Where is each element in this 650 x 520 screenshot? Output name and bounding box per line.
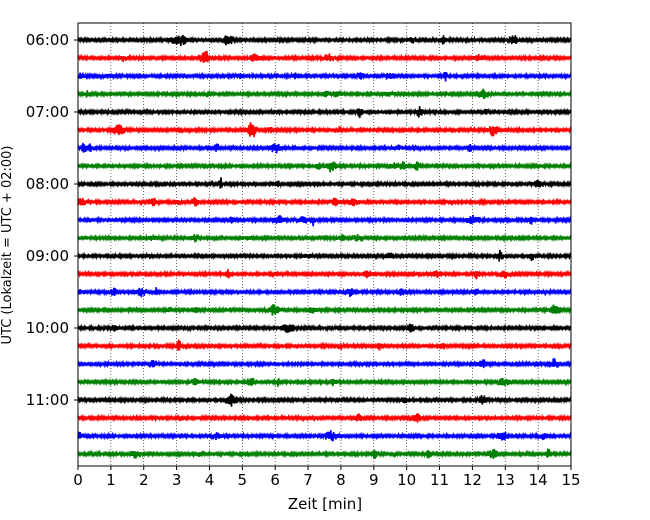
x-tick-label: 8 xyxy=(336,471,346,489)
x-tick-label: 12 xyxy=(463,471,482,489)
y-tick-label: 07:00 xyxy=(26,103,69,121)
trace-11:45 xyxy=(77,448,572,459)
seismic-traces xyxy=(77,34,572,459)
x-tick-label: 6 xyxy=(270,471,280,489)
x-tick-label: 1 xyxy=(106,471,116,489)
trace-08:00 xyxy=(77,177,572,189)
trace-09:45 xyxy=(77,304,572,316)
x-tick-label: 2 xyxy=(139,471,149,489)
x-tick-label: 3 xyxy=(172,471,182,489)
trace-09:15 xyxy=(77,269,572,280)
trace-10:45 xyxy=(77,377,572,387)
y-tick-label: 11:00 xyxy=(26,391,69,409)
y-tick-label: 10:00 xyxy=(26,319,69,337)
trace-10:15 xyxy=(77,339,572,351)
trace-10:00 xyxy=(77,323,572,333)
x-tick-label: 5 xyxy=(238,471,248,489)
plot-frame xyxy=(77,22,572,467)
trace-06:30 xyxy=(77,71,572,82)
y-tick-label: 06:00 xyxy=(26,31,69,49)
trace-06:45 xyxy=(77,88,572,100)
x-tick-label: 15 xyxy=(561,471,580,489)
trace-09:30 xyxy=(77,287,572,298)
trace-09:00 xyxy=(77,249,572,262)
x-tick-label: 9 xyxy=(369,471,379,489)
trace-08:45 xyxy=(77,233,572,243)
trace-11:15 xyxy=(77,413,572,423)
x-tick-label: 10 xyxy=(397,471,416,489)
trace-06:00 xyxy=(77,34,572,47)
x-tick-label: 13 xyxy=(496,471,515,489)
x-tick-label: 11 xyxy=(430,471,449,489)
y-tick-label: 08:00 xyxy=(26,175,69,193)
x-tick-label: 4 xyxy=(205,471,215,489)
trace-08:30 xyxy=(77,214,572,227)
y-axis-label: UTC (Lokalzeit = UTC + 02:00) xyxy=(0,146,15,345)
trace-06:15 xyxy=(77,50,572,64)
x-axis-label: Zeit [min] xyxy=(288,495,362,513)
trace-08:15 xyxy=(77,197,572,207)
trace-07:15 xyxy=(77,122,572,138)
x-tick-label: 0 xyxy=(73,471,83,489)
grid-lines xyxy=(110,23,539,466)
trace-10:30 xyxy=(77,358,572,369)
x-tick-label: 14 xyxy=(529,471,548,489)
x-tick-label: 7 xyxy=(303,471,313,489)
trace-07:30 xyxy=(77,142,572,154)
y-tick-label: 09:00 xyxy=(26,247,69,265)
trace-07:45 xyxy=(77,161,572,173)
trace-07:00 xyxy=(77,106,572,119)
trace-11:00 xyxy=(77,393,572,407)
x-axis-ticks: 0 1 2 3 4 5 6 7 8 9 10 11 12 13 14 15 xyxy=(73,466,581,489)
y-axis-ticks: 06:00 07:00 08:00 09:00 10:00 11:00 xyxy=(26,31,78,409)
trace-11:30 xyxy=(77,430,572,442)
